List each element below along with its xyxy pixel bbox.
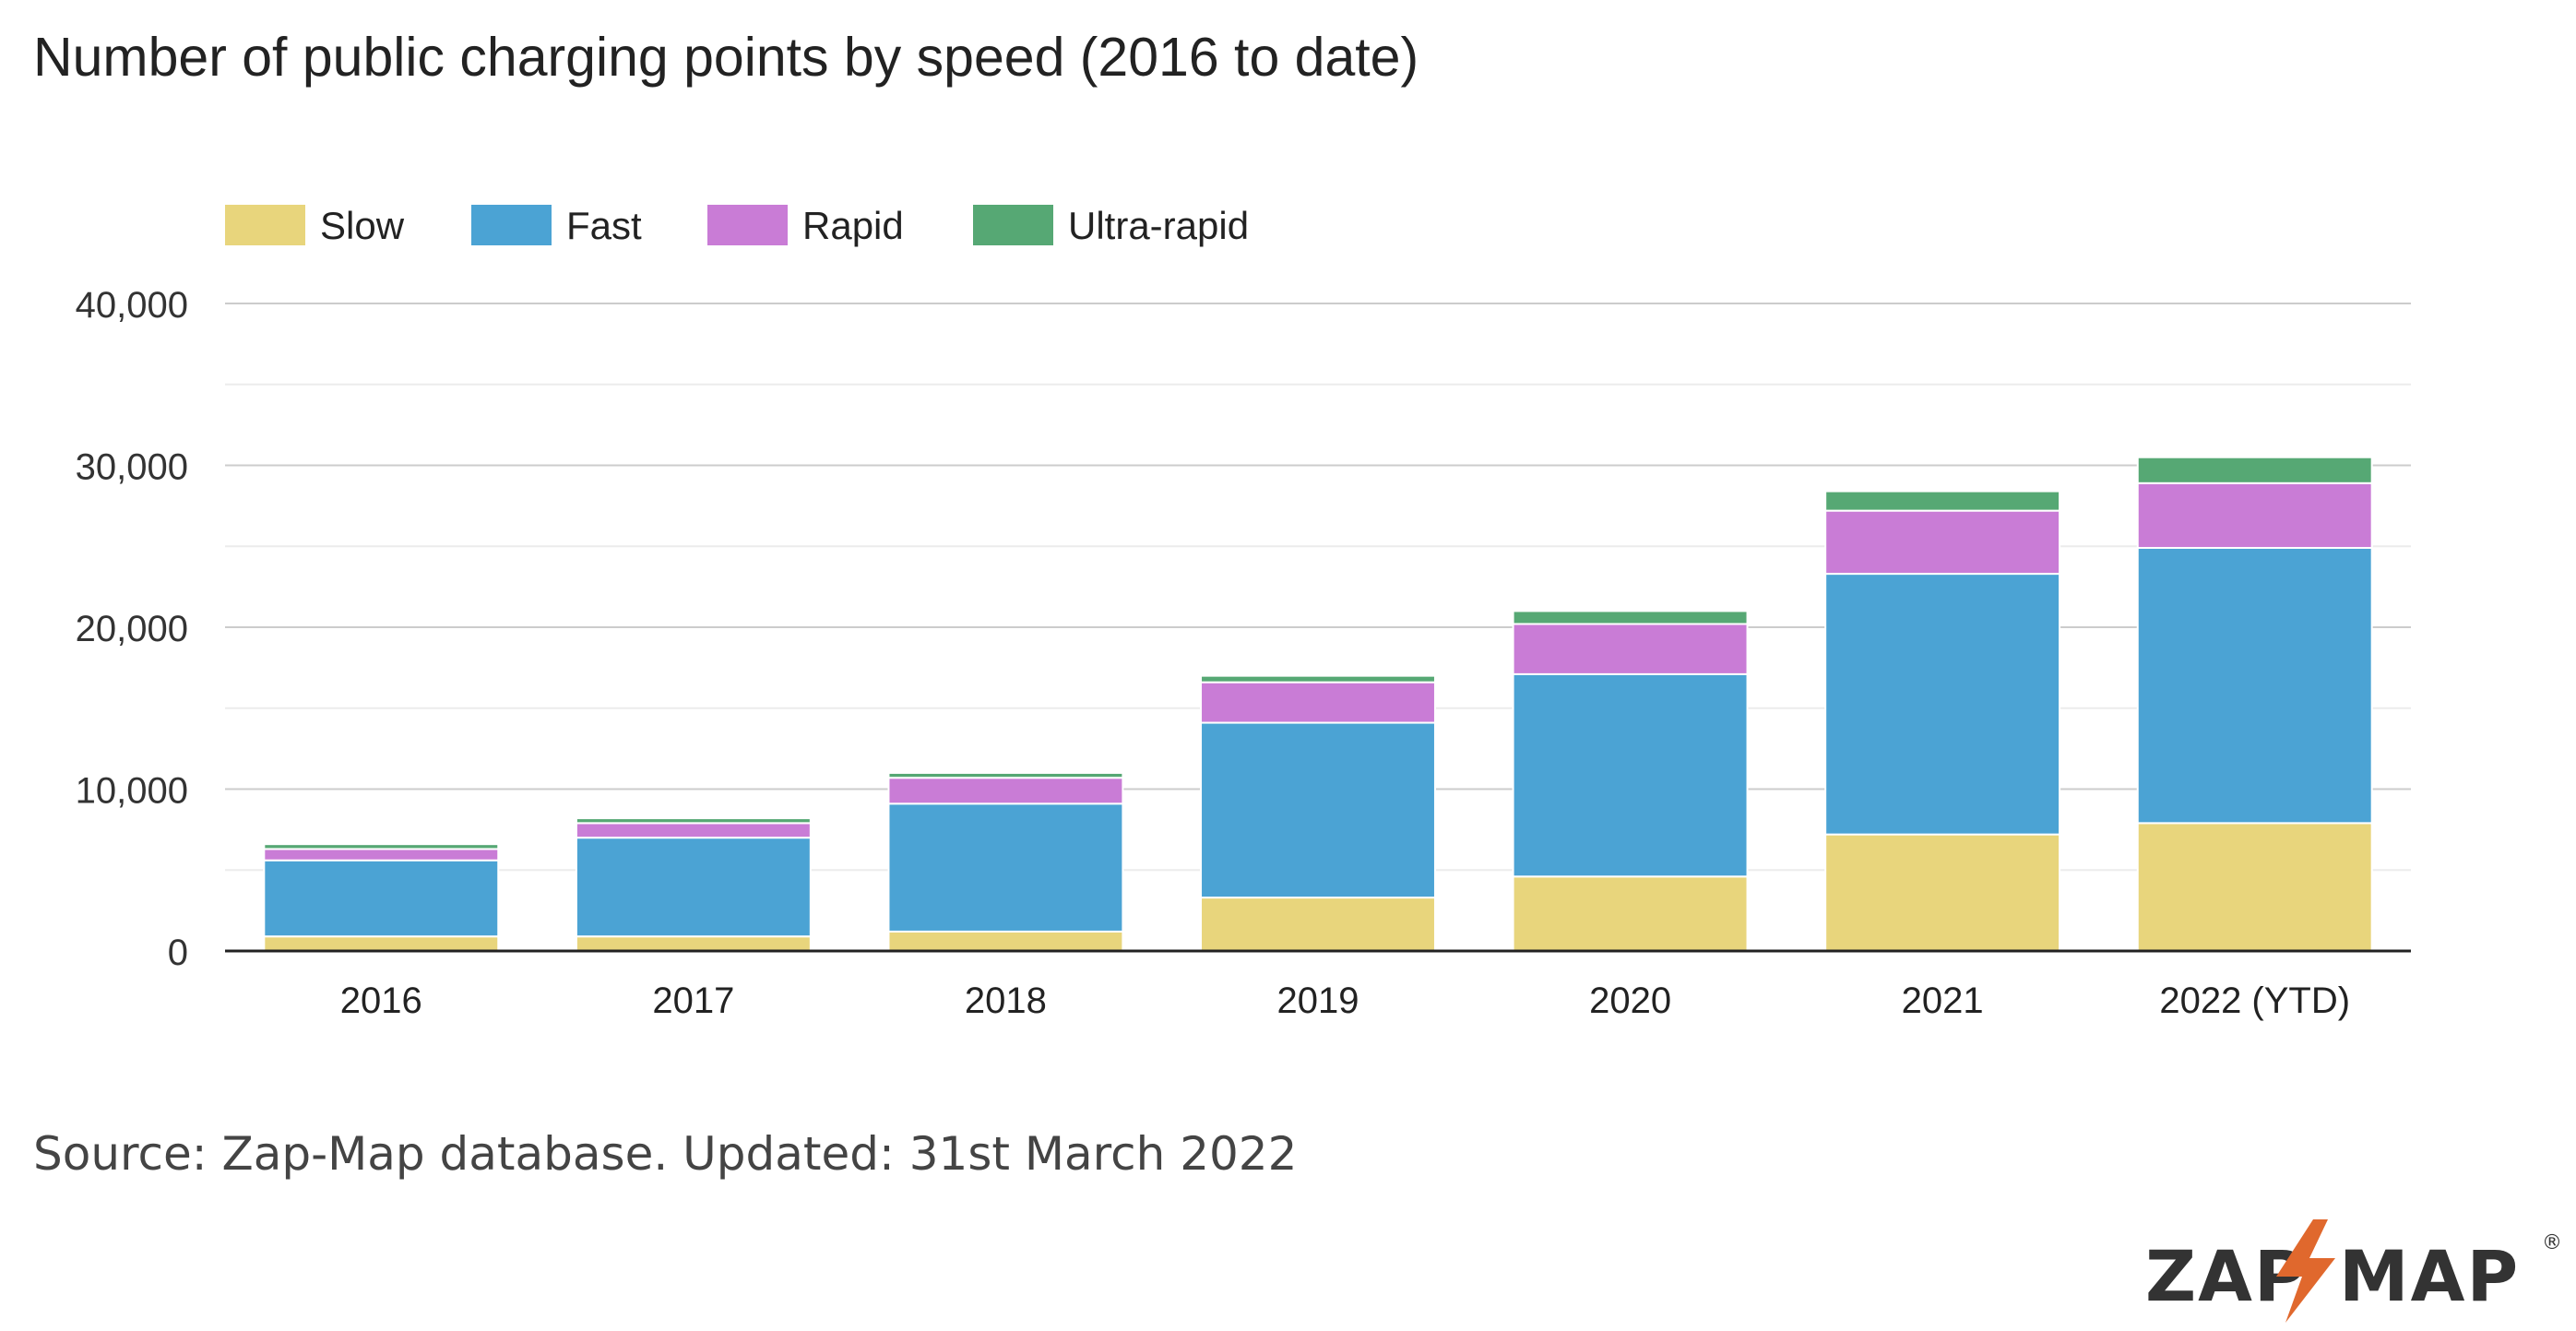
bar-segment-rapid	[575, 822, 812, 839]
y-tick-label: 40,000	[76, 285, 188, 326]
bar-segment-slow	[2136, 822, 2373, 952]
bar-segment-fast	[575, 837, 812, 938]
bar-stack	[2136, 456, 2373, 952]
legend-swatch	[973, 205, 1053, 245]
bar-segment-rapid	[1512, 623, 1749, 675]
stacked-bar-chart: Slow Fast Rapid Ultra-rapid 0 10,000 20,000 30…	[76, 204, 2411, 1021]
bar-segment-rapid	[1824, 509, 2061, 576]
bar-segment-rapid	[887, 777, 1124, 805]
bar-segment-ultra-rapid	[887, 771, 1124, 779]
bar-segment-fast	[1824, 573, 2061, 836]
bar-segment-fast	[1200, 721, 1436, 899]
y-tick-label: 10,000	[76, 771, 188, 812]
bar-stack	[263, 843, 500, 953]
bar-segment-rapid	[263, 848, 500, 862]
legend-label: Ultra-rapid	[1068, 204, 1249, 247]
bar-segment-slow	[1512, 875, 1749, 953]
bar-segment-slow	[1824, 833, 2061, 953]
legend-item: Fast	[471, 204, 642, 247]
bar-segment-rapid	[1200, 681, 1436, 724]
x-tick-label: 2020	[1589, 980, 1671, 1021]
x-tick-label: 2017	[652, 980, 734, 1021]
bar-segment-fast	[263, 859, 500, 938]
bar-segment-slow	[575, 935, 812, 953]
bar-segment-fast	[2136, 547, 2373, 825]
logo-text-map: MAP	[2339, 1235, 2520, 1317]
bar-segment-ultra-rapid	[263, 843, 500, 850]
bar-segment-slow	[887, 930, 1124, 953]
y-tick-label: 0	[168, 933, 188, 973]
bar-segment-ultra-rapid	[1512, 610, 1749, 625]
bar-segment-ultra-rapid	[575, 817, 812, 825]
legend-label: Rapid	[802, 204, 904, 247]
x-tick-label: 2021	[1902, 980, 1984, 1021]
bar-stack	[1512, 610, 1749, 953]
x-tick-label: 2016	[340, 980, 422, 1021]
bar-stack	[887, 771, 1124, 953]
x-tick-label: 2022 (YTD)	[2159, 980, 2350, 1021]
legend-label: Slow	[320, 204, 405, 247]
bar-stack	[1200, 674, 1436, 953]
bar-segment-rapid	[2136, 481, 2373, 550]
chart-title: Number of public charging points by spee…	[33, 27, 1419, 88]
bar-stack	[575, 817, 812, 953]
bar-segment-ultra-rapid	[1200, 674, 1436, 683]
lightning-bolt-icon	[2276, 1219, 2335, 1323]
chart-bars	[263, 456, 2373, 953]
legend-label: Fast	[566, 204, 642, 247]
x-tick-label: 2019	[1277, 980, 1359, 1021]
bar-segment-fast	[1512, 672, 1749, 878]
y-tick-label: 30,000	[76, 447, 188, 488]
y-axis: 0 10,000 20,000 30,000 40,000	[76, 285, 188, 973]
bar-stack	[1824, 490, 2061, 953]
legend-item: Slow	[225, 204, 405, 247]
x-tick-label: 2018	[965, 980, 1047, 1021]
bar-segment-fast	[887, 802, 1124, 933]
legend-swatch	[225, 205, 305, 245]
source-note: Source: Zap-Map database. Updated: 31st …	[33, 1127, 1298, 1181]
bar-segment-ultra-rapid	[2136, 456, 2373, 484]
bar-segment-ultra-rapid	[1824, 490, 2061, 512]
logo-registered-mark: ®	[2542, 1231, 2562, 1254]
zap-map-logo: ZAP MAP ®	[2138, 1216, 2562, 1331]
legend-swatch	[707, 205, 788, 245]
legend-swatch	[471, 205, 552, 245]
chart-legend: Slow Fast Rapid Ultra-rapid	[225, 204, 1249, 247]
legend-item: Rapid	[707, 204, 904, 247]
x-axis: 2016 2017 2018 2019 2020 2021 2022 (YTD)	[225, 949, 2411, 1021]
bar-segment-slow	[1200, 897, 1436, 953]
y-tick-label: 20,000	[76, 609, 188, 649]
legend-item: Ultra-rapid	[973, 204, 1249, 247]
bar-segment-slow	[263, 935, 500, 953]
